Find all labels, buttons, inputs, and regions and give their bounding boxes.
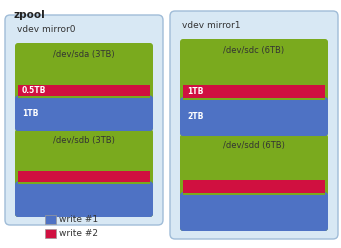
- Bar: [183, 180, 325, 193]
- Text: write #1: write #1: [59, 215, 98, 224]
- Bar: [45, 229, 56, 238]
- Text: zpool: zpool: [14, 10, 46, 20]
- FancyBboxPatch shape: [180, 97, 328, 136]
- FancyBboxPatch shape: [180, 39, 328, 136]
- FancyBboxPatch shape: [15, 43, 153, 131]
- Bar: [183, 193, 325, 195]
- Text: /dev/sdc (6TB): /dev/sdc (6TB): [223, 46, 284, 55]
- Text: 0.5TB: 0.5TB: [22, 86, 46, 95]
- Text: 2TB: 2TB: [187, 112, 203, 121]
- FancyBboxPatch shape: [15, 95, 153, 131]
- FancyBboxPatch shape: [5, 15, 163, 225]
- Bar: [183, 85, 325, 98]
- Bar: [18, 96, 150, 98]
- FancyBboxPatch shape: [180, 134, 328, 231]
- Bar: [18, 85, 150, 96]
- Text: /dev/sda (3TB): /dev/sda (3TB): [53, 50, 115, 59]
- FancyBboxPatch shape: [170, 11, 338, 239]
- Bar: [183, 98, 325, 100]
- FancyBboxPatch shape: [15, 182, 153, 217]
- Text: /dev/sdb (3TB): /dev/sdb (3TB): [53, 136, 115, 145]
- Bar: [18, 183, 150, 185]
- FancyBboxPatch shape: [180, 192, 328, 231]
- Text: 1TB: 1TB: [187, 87, 203, 96]
- FancyBboxPatch shape: [15, 129, 153, 217]
- Bar: [45, 215, 56, 224]
- Text: /dev/sdd (6TB): /dev/sdd (6TB): [223, 141, 285, 150]
- Text: write #2: write #2: [59, 229, 98, 238]
- Text: 1TB: 1TB: [22, 109, 39, 118]
- Bar: [18, 171, 150, 183]
- Text: vdev mirror0: vdev mirror0: [17, 25, 75, 34]
- Text: vdev mirror1: vdev mirror1: [182, 21, 240, 30]
